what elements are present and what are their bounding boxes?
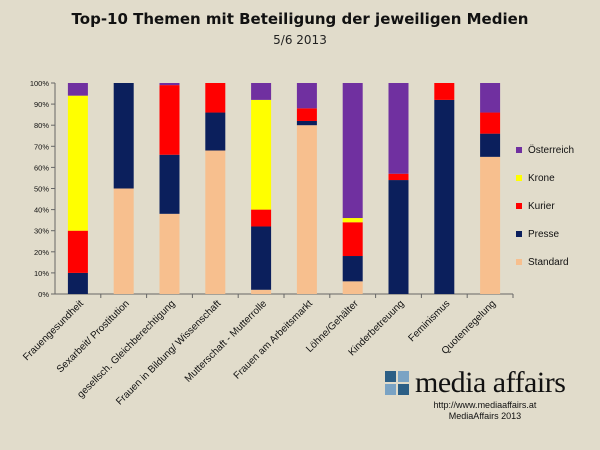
bar-segment-kurier <box>205 83 226 113</box>
legend-label: Österreich <box>528 144 575 156</box>
legend-swatch <box>516 231 522 237</box>
chart-subtitle: 5/6 2013 <box>273 33 327 47</box>
bar-segment-sterreich <box>67 83 88 96</box>
bar-segment-presse <box>480 133 501 157</box>
legend-label: Krone <box>528 172 555 184</box>
bar-segment-kurier <box>434 83 455 100</box>
legend-label: Kurier <box>528 200 555 212</box>
y-tick-label: 40% <box>34 206 49 215</box>
bar-segment-kurier <box>296 108 317 121</box>
legend-item: Kurier <box>516 192 574 220</box>
chart-legend: Österreich Krone Kurier Presse Standard <box>516 136 574 276</box>
y-tick-label: 100% <box>30 79 50 88</box>
x-category-label: Mutterschaft - Mutterrolle <box>183 298 270 385</box>
x-category-label: Feminismus <box>407 298 453 344</box>
legend-item: Krone <box>516 164 574 192</box>
bar-segment-krone <box>251 99 272 210</box>
footer-credits: http://www.mediaaffairs.at MediaAffairs … <box>420 400 550 422</box>
y-tick-label: 80% <box>34 121 49 130</box>
bar-segment-presse <box>159 154 180 214</box>
y-tick-label: 50% <box>34 185 49 194</box>
bar-segment-standard <box>342 281 363 294</box>
legend-swatch <box>516 259 522 265</box>
bar-segment-standard <box>113 188 134 294</box>
x-category-label: Frauen am Arbeitsmarkt <box>232 298 315 381</box>
footer-credit: MediaAffairs 2013 <box>448 411 522 421</box>
bar-segment-krone <box>342 218 363 223</box>
bar-segment-sterreich <box>159 83 180 86</box>
bar-segment-sterreich <box>251 83 272 100</box>
y-tick-label: 70% <box>34 142 49 151</box>
y-tick-label: 30% <box>34 227 49 236</box>
footer-url: http://www.mediaaffairs.at <box>433 400 537 410</box>
bar-segment-standard <box>205 150 226 294</box>
logo-squares-icon <box>385 371 409 395</box>
legend-item: Österreich <box>516 136 574 164</box>
legend-item: Standard <box>516 248 574 276</box>
legend-label: Presse <box>528 228 560 240</box>
bar-segment-sterreich <box>342 83 363 219</box>
legend-item: Presse <box>516 220 574 248</box>
bar-segment-presse <box>296 120 317 126</box>
x-category-label: gesellsch. Gleichberechtigung <box>75 298 177 400</box>
bar-segment-sterreich <box>388 83 409 174</box>
y-tick-label: 0% <box>38 290 49 299</box>
y-tick-label: 90% <box>34 100 49 109</box>
bar-segment-presse <box>251 226 272 290</box>
bar-segment-kurier <box>159 85 180 155</box>
y-tick-label: 10% <box>34 269 49 278</box>
bar-segment-presse <box>342 256 363 282</box>
y-tick-label: 20% <box>34 248 49 257</box>
bar-segment-sterreich <box>480 83 501 113</box>
bar-segment-kurier <box>480 112 501 134</box>
logo-text: media affairs <box>415 366 566 399</box>
bar-segment-presse <box>388 180 409 294</box>
legend-swatch <box>516 147 522 153</box>
bar-segment-presse <box>113 83 134 189</box>
bar-segment-standard <box>296 125 317 294</box>
bar-segment-sterreich <box>296 83 317 109</box>
bar-segment-presse <box>67 272 88 294</box>
bar-segment-standard <box>251 289 272 294</box>
chart-title: Top-10 Themen mit Beteiligung der jeweil… <box>71 10 529 28</box>
bar-segment-standard <box>480 156 501 294</box>
y-tick-label: 60% <box>34 163 49 172</box>
legend-label: Standard <box>528 256 569 268</box>
bar-segment-kurier <box>251 209 272 227</box>
bar-segment-presse <box>434 99 455 294</box>
bar-segment-kurier <box>67 230 88 273</box>
legend-swatch <box>516 175 522 181</box>
media-affairs-logo: media affairs <box>385 366 566 400</box>
bar-segment-presse <box>205 112 226 151</box>
bar-segment-standard <box>159 213 180 294</box>
bar-segment-krone <box>67 95 88 231</box>
bar-segment-kurier <box>342 222 363 257</box>
bar-segment-kurier <box>388 173 409 181</box>
legend-swatch <box>516 203 522 209</box>
